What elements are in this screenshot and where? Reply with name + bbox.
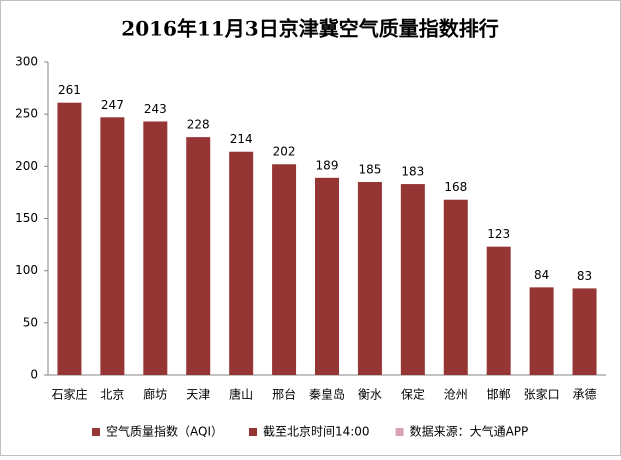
x-tick-label: 衡水: [358, 388, 382, 402]
bar: [272, 164, 297, 375]
data-label: 247: [101, 98, 124, 112]
y-tick-label: 200: [15, 159, 38, 173]
data-label: 185: [358, 162, 381, 176]
x-tick-label: 天津: [186, 388, 210, 402]
x-tick-label: 石家庄: [51, 387, 87, 402]
data-label: 243: [144, 102, 167, 116]
y-tick-label: 0: [30, 368, 38, 382]
x-tick-label: 张家口: [524, 387, 560, 402]
x-tick-label: 邯郸: [487, 387, 511, 402]
legend-label: 数据来源：大气通APP: [410, 424, 529, 439]
y-tick-label: 50: [23, 315, 38, 329]
y-tick-label: 150: [15, 211, 38, 225]
bar: [443, 199, 468, 375]
data-label: 228: [187, 118, 210, 132]
legend-swatch: [248, 428, 257, 436]
data-label: 123: [487, 227, 510, 241]
data-label: 214: [230, 132, 253, 146]
chart-title: 2016年11月3日京津冀空气质量指数排行: [121, 17, 498, 41]
y-tick-label: 250: [15, 107, 38, 121]
x-tick-label: 秦皇岛: [309, 387, 345, 402]
x-tick-label: 唐山: [229, 387, 253, 402]
x-tick-label: 保定: [401, 387, 425, 402]
legend-label: 空气质量指数（AQI）: [106, 424, 223, 439]
data-label: 261: [58, 83, 81, 97]
bar: [315, 177, 339, 375]
bar: [357, 181, 382, 375]
bar: [57, 102, 82, 375]
x-tick-label: 北京: [100, 388, 124, 402]
bar: [486, 246, 511, 375]
bar: [186, 137, 211, 375]
y-tick-label: 300: [15, 55, 38, 69]
x-tick-label: 邢台: [272, 387, 296, 402]
bar: [572, 288, 597, 375]
data-label: 84: [534, 268, 549, 282]
x-tick-label: 承德: [573, 387, 597, 402]
bar: [400, 184, 425, 375]
data-label: 202: [273, 145, 296, 159]
data-label: 189: [316, 158, 339, 172]
bar: [143, 121, 168, 375]
bar: [229, 151, 254, 375]
x-tick-label: 廊坊: [143, 387, 167, 402]
bar: [100, 117, 125, 376]
legend-label: 截至北京时间14:00: [263, 425, 370, 439]
legend-swatch: [92, 428, 100, 436]
data-label: 168: [444, 180, 467, 194]
x-tick-label: 沧州: [444, 387, 468, 402]
data-label: 83: [577, 269, 592, 283]
bar: [529, 287, 554, 375]
y-tick-label: 100: [15, 263, 38, 277]
data-label: 183: [401, 165, 424, 179]
legend-swatch: [395, 428, 404, 436]
